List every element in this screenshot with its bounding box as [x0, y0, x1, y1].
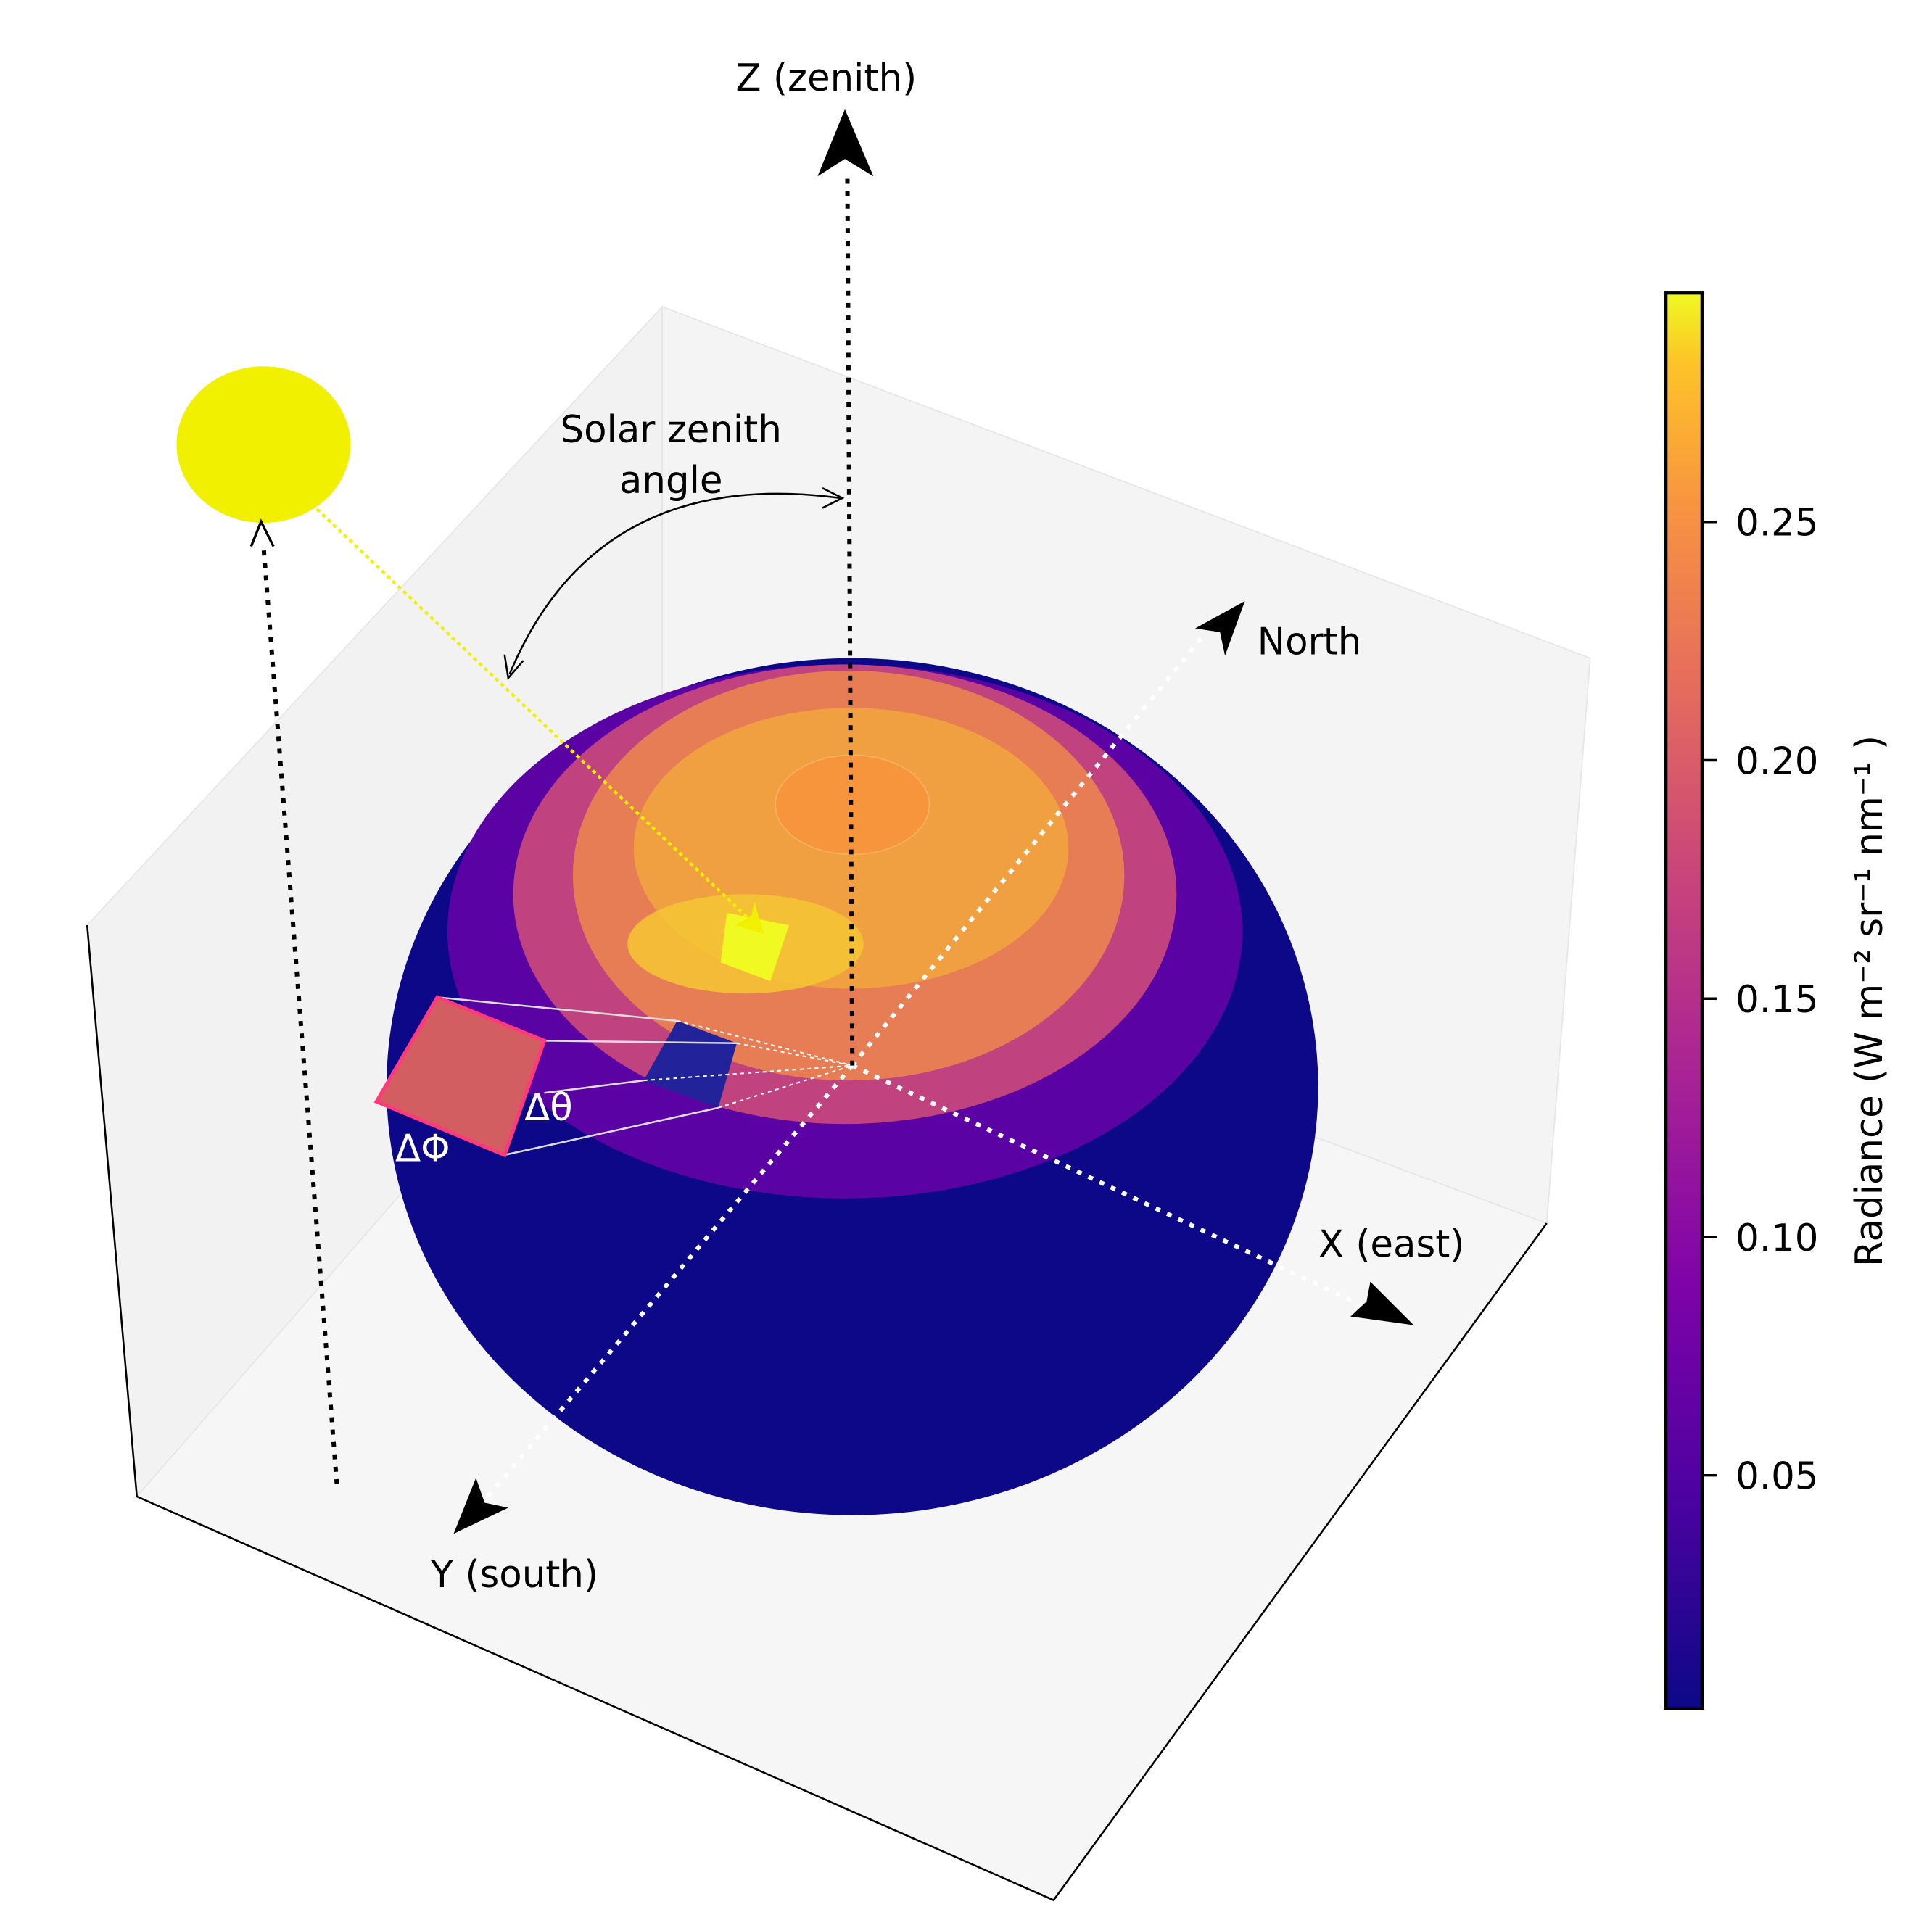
sun-ray: [315, 508, 754, 923]
dome-cap: [775, 754, 930, 856]
sun: Solar zenith angle: [176, 366, 845, 1485]
dome: [386, 658, 1318, 1515]
arrowhead: [503, 654, 524, 681]
y-axis: [482, 1064, 854, 1502]
colorbar-tick-label: 0.10: [1735, 1217, 1818, 1260]
sun-vertical: [261, 546, 339, 1485]
solid-angle-box: [373, 995, 547, 1158]
arrowhead: [249, 518, 275, 547]
y-axis-label: Y (south): [430, 1553, 598, 1597]
projection-line: [544, 1079, 644, 1094]
arrowhead: [1195, 600, 1245, 656]
projection-line: [437, 996, 677, 1022]
z-axis-label: Z (zenith): [735, 57, 917, 100]
annotation-line: angle: [619, 459, 723, 502]
north-label: North: [1258, 621, 1362, 664]
axis-edges: [86, 924, 1548, 1902]
zenith-angle-arc: [508, 492, 841, 675]
colorbar-tick-label: 0.25: [1735, 502, 1818, 545]
delta-theta: Δθ: [524, 1086, 573, 1130]
x-axis-label: X (east): [1318, 1222, 1465, 1266]
colorbar-tick-label: 0.05: [1735, 1455, 1818, 1499]
solid-angle: Δθ ΔΦ: [373, 995, 853, 1170]
annotation-line: Solar zenith: [561, 408, 782, 452]
axes-3d: Z (zenith) North X (east) Y (south): [430, 57, 1465, 1597]
arrowhead: [453, 1478, 508, 1534]
colorbar-tick-label: 0.15: [1735, 978, 1818, 1022]
arrowhead: [817, 109, 874, 177]
arrowhead: [822, 487, 845, 509]
sun-patch: [720, 912, 789, 982]
colorbar: Radiance (W m⁻² sr⁻¹ nm⁻¹ ) 0.05 0.10 0.15…: [1664, 291, 1891, 1710]
delta-phi: ΔΦ: [395, 1127, 450, 1170]
arrowhead: [1350, 1281, 1414, 1325]
arrowhead: [735, 901, 764, 935]
colorbar-tick-label: 0.20: [1735, 740, 1818, 783]
ray: [736, 1042, 853, 1067]
ray: [677, 1019, 853, 1067]
sun-disc: [176, 366, 351, 524]
projection-line: [544, 1040, 738, 1045]
ray: [643, 1064, 853, 1082]
ray: [717, 1064, 853, 1109]
colorbar-body: [1664, 291, 1704, 1710]
colorbar-label: Radiance (W m⁻² sr⁻¹ nm⁻¹ ): [1848, 735, 1891, 1267]
projection-line: [504, 1106, 719, 1156]
